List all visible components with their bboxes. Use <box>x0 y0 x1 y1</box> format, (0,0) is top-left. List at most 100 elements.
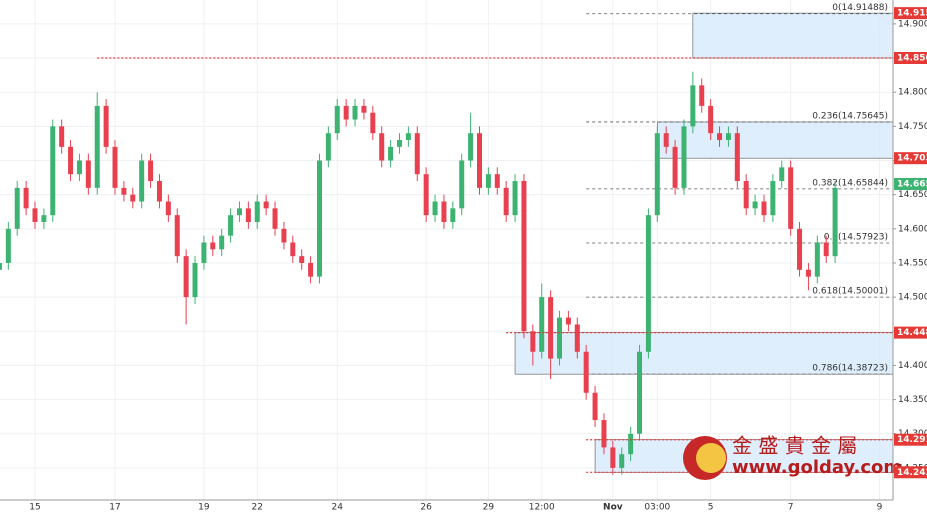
candle-body <box>717 133 723 141</box>
candle-body <box>485 174 491 188</box>
y-tick-label: 14.65000 <box>898 190 927 200</box>
candle-body <box>548 297 554 359</box>
y-tick-label: 14.75000 <box>898 122 927 132</box>
price-tag <box>894 177 927 190</box>
candle-body <box>290 242 296 257</box>
candle-body <box>779 167 785 182</box>
candle-body <box>414 133 420 175</box>
candle-body <box>263 201 269 209</box>
candle-body <box>130 194 136 202</box>
candle-body <box>797 228 803 270</box>
candle-body <box>583 351 589 393</box>
y-tick-label: 14.90000 <box>898 19 927 29</box>
candle-body <box>725 133 731 141</box>
fib-label: 0.786(14.38723) <box>812 364 888 374</box>
candle-body <box>459 160 465 209</box>
candle-body <box>557 317 563 359</box>
candle-body <box>281 228 287 243</box>
x-tick-label: 17 <box>109 503 120 513</box>
x-tick-label: 22 <box>252 503 263 513</box>
y-tick-label: 14.60000 <box>898 224 927 234</box>
x-tick-label: 5 <box>708 503 714 513</box>
candle-body <box>512 181 518 216</box>
price-tag <box>894 466 927 479</box>
fib-label: 0.236(14.75645) <box>812 111 888 121</box>
candle-body <box>41 215 47 222</box>
x-tick-label: 29 <box>483 503 495 513</box>
fib-label: 0.382(14.65844) <box>812 178 888 188</box>
logo-inner <box>696 443 726 473</box>
y-tick-label: 14.50000 <box>898 293 927 303</box>
x-tick-label: 12:00 <box>529 503 555 513</box>
candle-body <box>308 262 314 277</box>
candle-body <box>441 201 447 222</box>
candle-body <box>210 242 216 250</box>
zone <box>692 12 894 59</box>
candle-body <box>645 215 651 352</box>
candle-body <box>254 201 260 222</box>
candle-body <box>628 433 634 455</box>
candle-body <box>183 256 189 298</box>
candle-body <box>32 208 38 222</box>
candle-body <box>530 331 536 352</box>
candle-body <box>139 160 145 202</box>
fib-label: 0.618(14.50001) <box>812 287 888 297</box>
y-tick-label: 14.40000 <box>898 361 927 371</box>
candle-body <box>23 187 29 209</box>
candle-body <box>5 228 11 263</box>
candle-body <box>743 181 749 209</box>
candle-body <box>788 167 794 229</box>
candle-body <box>316 160 322 277</box>
candle-body <box>76 160 82 175</box>
candle-body <box>174 215 180 257</box>
candle-body <box>610 447 616 468</box>
y-tick-label: 14.35000 <box>898 395 927 405</box>
candle-body <box>68 146 74 175</box>
candle-body <box>450 208 456 222</box>
candle-body <box>672 146 678 188</box>
candle-body <box>663 133 669 147</box>
candle-body <box>201 242 207 263</box>
candle-body <box>121 187 127 195</box>
candle-body <box>94 105 100 188</box>
candle-body <box>494 174 500 188</box>
price-tag-label: 14.44804 <box>897 328 927 338</box>
price-tag-label: 14.24357 <box>897 468 927 478</box>
x-tick-label: 03:00 <box>644 503 670 513</box>
price-tag <box>894 326 927 339</box>
x-tick-label: 9 <box>877 503 883 513</box>
candle-body <box>565 317 571 325</box>
x-tick-label: 7 <box>788 503 794 513</box>
candle-body <box>219 235 225 250</box>
candle-body <box>14 187 20 229</box>
price-tag-label: 14.66566 <box>897 179 927 189</box>
candle-body <box>814 242 820 277</box>
price-tag <box>894 7 927 20</box>
watermark: 金 盛 貴 金 屬 www.golday.com <box>683 434 902 480</box>
candle-body <box>334 105 340 134</box>
candle-body <box>405 133 411 141</box>
price-tag <box>894 51 927 64</box>
candle-body <box>592 392 598 421</box>
candle-body <box>699 85 705 106</box>
candle-body <box>690 85 696 127</box>
candle-body <box>503 187 509 216</box>
fibonacci: 0(14.91488) 0.236(14.75645) 0.382(14.65844… <box>586 3 890 375</box>
candle-body <box>619 454 625 468</box>
candle-body <box>761 201 767 216</box>
candle-body <box>352 105 358 120</box>
candle-body <box>423 174 429 216</box>
candle-body <box>156 181 162 202</box>
candle-body <box>343 105 349 120</box>
price-tag <box>894 433 927 446</box>
candle-body <box>245 208 251 222</box>
candle-body <box>468 133 474 161</box>
candle-body <box>574 324 580 352</box>
price-tag-label: 14.70341 <box>897 154 927 164</box>
candle-body <box>432 201 438 216</box>
candle-body <box>165 201 171 216</box>
candle-body <box>228 215 234 236</box>
candle-body <box>85 160 91 188</box>
price-tag-label: 14.91578 <box>897 9 927 19</box>
